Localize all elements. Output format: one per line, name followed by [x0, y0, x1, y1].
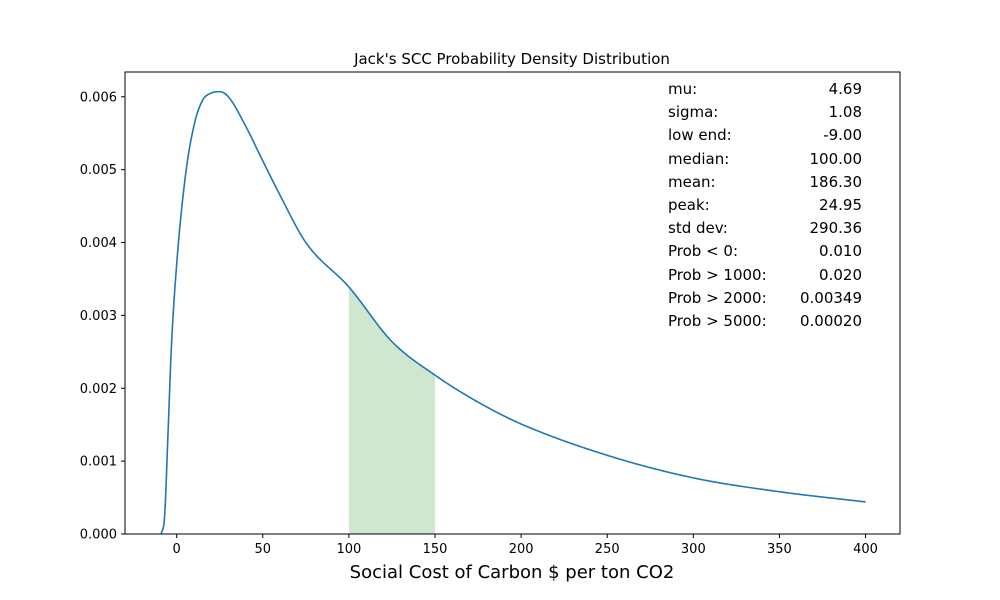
- stat-row: Prob > 2000: 0.00349: [668, 287, 862, 310]
- stat-value: 290.36: [809, 219, 863, 238]
- stat-label: mean:: [668, 172, 716, 191]
- stat-value: 0.020: [819, 265, 862, 284]
- stat-label: std dev:: [668, 219, 728, 238]
- stat-value: 0.00020: [799, 311, 862, 330]
- x-tick-label: 250: [595, 542, 620, 557]
- x-tick-label: 350: [767, 542, 792, 557]
- stat-label: median:: [668, 149, 730, 168]
- stat-label: Prob > 5000:: [668, 311, 767, 330]
- x-tick-label: 150: [423, 542, 448, 557]
- statistics-panel: mu: 4.69 sigma: 1.08 low end: -9.00 median: 100…: [668, 78, 862, 333]
- stat-label: sigma:: [668, 103, 719, 122]
- stat-label: mu:: [668, 80, 698, 98]
- stat-value: 186.30: [809, 172, 863, 191]
- y-axis-ticks: 0.000 0.001 0.002 0.003 0.004 0.005 0.006: [80, 90, 125, 543]
- stat-value: 24.95: [819, 195, 862, 214]
- y-tick-label: 0.005: [80, 163, 117, 178]
- x-tick-label: 200: [509, 542, 534, 557]
- stat-row: sigma: 1.08: [668, 101, 862, 124]
- stat-value: -9.00: [823, 126, 862, 145]
- shaded-probability-region: [348, 286, 435, 534]
- stat-value: 4.69: [828, 80, 862, 98]
- stat-label: Prob > 1000:: [668, 265, 767, 284]
- stat-value: 0.010: [819, 242, 862, 261]
- x-tick-label: 50: [255, 542, 272, 557]
- stat-row: peak: 24.95: [668, 194, 862, 217]
- stat-label: Prob > 2000:: [668, 288, 767, 307]
- y-tick-label: 0.004: [80, 236, 117, 251]
- stat-value: 0.00349: [799, 288, 862, 307]
- stat-row: median: 100.00: [668, 148, 862, 171]
- stat-row: Prob < 0: 0.010: [668, 240, 862, 263]
- stat-row: low end: -9.00: [668, 124, 862, 147]
- plot-frame: [124, 71, 901, 535]
- stat-value: 100.00: [809, 149, 863, 168]
- density-curve-layer: [160, 90, 866, 535]
- y-tick-label: 0.001: [80, 455, 117, 470]
- stat-row: std dev: 290.36: [668, 217, 862, 240]
- x-axis-ticks: 0 50 100 150 200 250 300 350 400: [173, 534, 878, 557]
- x-tick-label: 400: [853, 542, 878, 557]
- y-tick-label: 0.006: [80, 90, 117, 105]
- stat-label: peak:: [668, 195, 710, 214]
- y-tick-label: 0.002: [80, 382, 117, 397]
- stat-row: mu: 4.69: [668, 78, 862, 101]
- x-tick-label: 0: [173, 542, 181, 557]
- chart-title: Jack's SCC Probability Density Distribut…: [353, 50, 670, 68]
- y-tick-label: 0.000: [80, 528, 117, 543]
- shaded-region-layer: [348, 286, 435, 534]
- stat-value: 1.08: [828, 103, 862, 122]
- stat-label: low end:: [668, 126, 732, 145]
- x-tick-label: 300: [681, 542, 706, 557]
- x-tick-label: 100: [336, 542, 361, 557]
- stat-row: mean: 186.30: [668, 171, 862, 194]
- x-axis-label: Social Cost of Carbon $ per ton CO2: [350, 562, 675, 583]
- stat-row: Prob > 5000: 0.00020: [668, 310, 862, 333]
- y-tick-label: 0.003: [80, 309, 117, 324]
- stat-row: Prob > 1000: 0.020: [668, 264, 862, 287]
- stat-label: Prob < 0:: [668, 242, 739, 261]
- density-curve: [160, 90, 866, 535]
